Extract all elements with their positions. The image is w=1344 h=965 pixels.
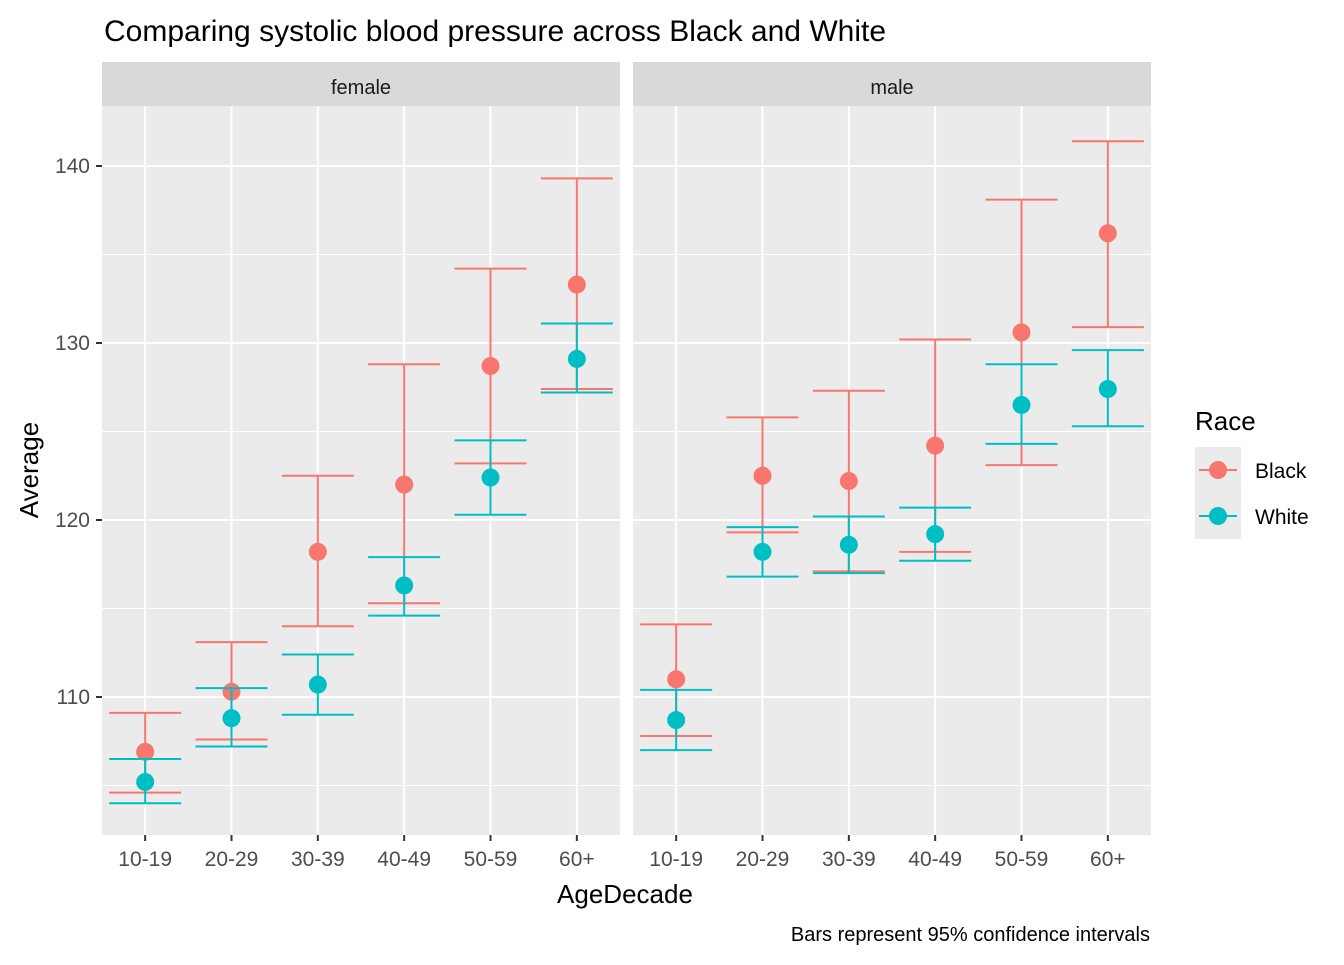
data-point (1012, 323, 1031, 342)
panel-background (102, 106, 620, 835)
facet-strip (102, 62, 620, 106)
y-axis: 110 120 130 140 (55, 155, 102, 709)
data-point (839, 472, 858, 491)
data-point (481, 468, 500, 487)
data-point (308, 675, 327, 694)
facet-panel-male: male 10-19 20-29 30-39 40-49 50-59 60+ (633, 62, 1151, 871)
x-tick-label: 50-59 (464, 848, 518, 871)
data-point (395, 475, 414, 494)
legend-key-point (1209, 461, 1227, 479)
x-tick-label: 60+ (559, 848, 595, 871)
data-point (1012, 395, 1031, 414)
chart-caption: Bars represent 95% confidence intervals (791, 924, 1150, 946)
legend-label: White (1255, 506, 1309, 529)
x-tick-label: 40-49 (908, 848, 962, 871)
legend-label: Black (1255, 460, 1307, 483)
facet-strip-label: male (870, 77, 913, 99)
legend-title: Race (1195, 406, 1256, 436)
series-white (640, 349, 1144, 752)
data-point (753, 542, 772, 561)
y-tick-label: 120 (55, 509, 90, 532)
data-point (667, 711, 686, 730)
data-point (1098, 380, 1117, 399)
data-point (753, 466, 772, 485)
x-tick-label: 40-49 (377, 848, 431, 871)
data-point (567, 275, 586, 294)
data-point (136, 772, 155, 791)
data-point (222, 709, 241, 728)
x-tick-label: 30-39 (291, 848, 345, 871)
facets-group: female 10-19 20-29 30-39 40-49 50-59 60+ male 10… (55, 62, 1151, 871)
legend: Race Black White (1195, 406, 1309, 539)
y-tick-label: 140 (55, 155, 90, 178)
x-axis-label: AgeDecade (557, 879, 693, 909)
panel-background (633, 106, 1151, 835)
chart-title: Comparing systolic blood pressure across… (104, 15, 886, 48)
y-tick-label: 130 (55, 332, 90, 355)
data-point (136, 742, 155, 761)
data-point (481, 357, 500, 376)
data-point (567, 349, 586, 368)
data-point (839, 535, 858, 554)
x-tick-label: 60+ (1090, 848, 1126, 871)
data-point (926, 436, 945, 455)
y-tick-label: 110 (57, 686, 90, 709)
series-black (109, 177, 613, 794)
legend-key-point (1209, 507, 1227, 525)
facet-strip-label: female (331, 77, 391, 99)
data-point (395, 576, 414, 595)
x-tick-label: 50-59 (995, 848, 1049, 871)
data-point (926, 525, 945, 544)
data-point (667, 670, 686, 689)
facet-strip (633, 62, 1151, 106)
data-point (308, 542, 327, 561)
x-tick-label: 20-29 (736, 848, 790, 871)
facet-panel-female: female 10-19 20-29 30-39 40-49 50-59 60+ (102, 62, 620, 871)
x-tick-label: 30-39 (822, 848, 876, 871)
series-white (109, 322, 613, 805)
y-axis-label: Average (14, 422, 44, 518)
x-tick-label: 10-19 (118, 848, 172, 871)
x-tick-label: 10-19 (649, 848, 703, 871)
data-point (1098, 224, 1117, 243)
x-tick-label: 20-29 (205, 848, 259, 871)
legend-key-background (1195, 447, 1241, 539)
